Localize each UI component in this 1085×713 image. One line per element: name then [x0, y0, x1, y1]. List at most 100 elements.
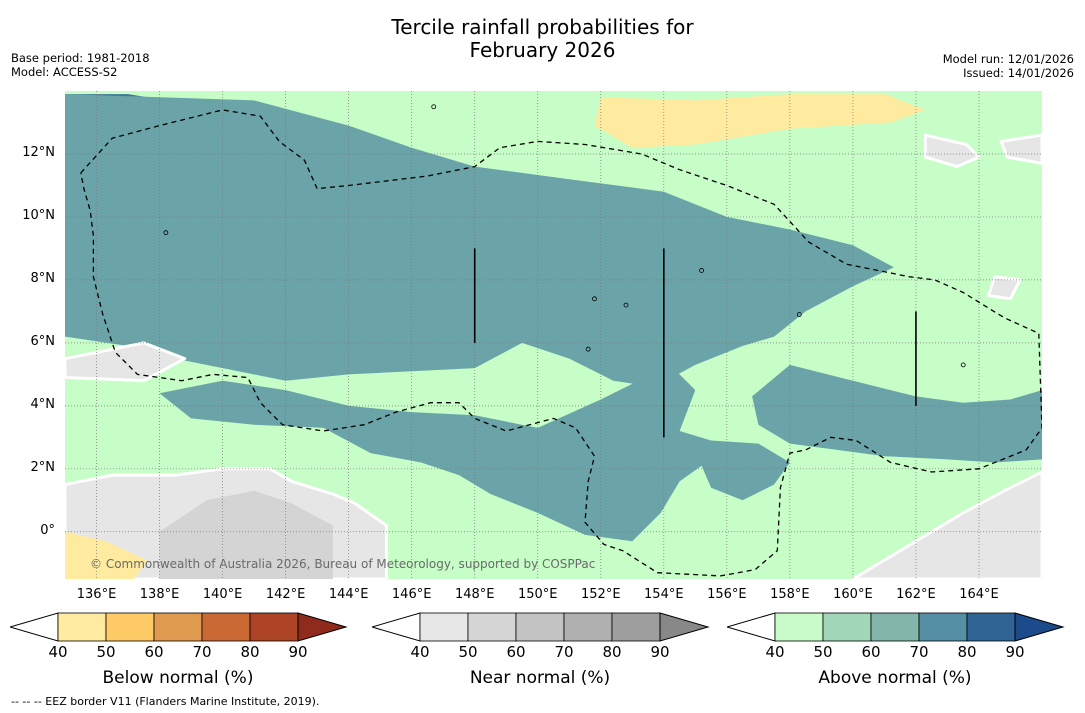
island-3: [592, 296, 597, 302]
model-name: Model: ACCESS-S2: [11, 65, 118, 79]
colorbar-0-cell-3: [201, 612, 251, 642]
meta-right: Model run: 12/01/2026 Issued: 14/01/2026: [943, 52, 1074, 80]
colorbar-1-cell-2: [515, 612, 565, 642]
colorbar-1-tick-40: 40: [410, 643, 430, 661]
colorbar-1-tick-50: 50: [458, 643, 478, 661]
colorbar-1-label: Near normal (%): [469, 668, 611, 688]
colorbar-1-tick-90: 90: [650, 643, 670, 661]
xtick-label-142: 142°E: [265, 587, 306, 602]
colorbar-2-cell-0: [774, 612, 824, 642]
colorbar-2-label: Above normal (%): [818, 668, 972, 688]
eez-border: [80, 109, 1042, 577]
colorbar-1: [372, 612, 710, 642]
island-1: [163, 230, 169, 236]
xtick-label-146: 146°E: [391, 587, 432, 602]
xtick-label-148: 148°E: [454, 587, 495, 602]
xtick-label-136: 136°E: [76, 587, 117, 602]
ytick-label-6: 6°N: [30, 333, 56, 349]
island-4: [623, 302, 629, 308]
region-above-70-3: [65, 94, 894, 387]
colorbar-2-under: [727, 612, 776, 642]
colorbar-0-tick-50: 50: [96, 643, 116, 661]
xtick-label-138: 138°E: [139, 587, 180, 602]
eez-line-0: [80, 109, 1042, 577]
colorbar-0-tick-80: 80: [240, 643, 260, 661]
xtick-label-152: 152°E: [581, 587, 621, 602]
issued-date: Issued: 14/01/2026: [963, 66, 1074, 80]
colorbar-1-tick-60: 60: [506, 643, 526, 661]
meta-left: Base period: 1981-2018 Model: ACCESS-S2: [11, 51, 150, 79]
island-0: [431, 104, 437, 110]
colorbar-1-under: [372, 612, 421, 642]
colorbar-0-cell-1: [105, 612, 155, 642]
base-period: Base period: 1981-2018: [11, 51, 150, 65]
colorbar-0: [10, 612, 348, 642]
colorbar-0-over: [297, 612, 348, 642]
colorbar-2-tick-60: 60: [861, 643, 881, 661]
xtick-label-158: 158°E: [770, 587, 810, 602]
xtick-label-154: 154°E: [644, 587, 684, 602]
colorbar-0-tick-60: 60: [144, 643, 164, 661]
region-normal-40-12: [986, 275, 1022, 301]
colorbar-1-cell-4: [611, 612, 661, 642]
copyright-notice: © Commonwealth of Australia 2026, Bureau…: [90, 557, 596, 571]
colorbar-2-tick-40: 40: [765, 643, 785, 661]
island-7: [585, 346, 591, 352]
colorbar-0-cell-0: [57, 612, 107, 642]
colorbar-1-over: [659, 612, 710, 642]
colorbar-2-cell-2: [870, 612, 920, 642]
xtick-label-144: 144°E: [328, 587, 369, 602]
island-6: [960, 362, 966, 368]
colorbar-0-label: Below normal (%): [102, 668, 254, 688]
graticule: [65, 91, 1042, 579]
ytick-label-12: 12°N: [22, 144, 55, 160]
region-normal-50-7: [159, 490, 333, 579]
colorbar-2-cell-3: [918, 612, 968, 642]
ytick-label-10: 10°N: [22, 207, 55, 223]
colorbar-2-over: [1014, 612, 1065, 642]
colorbar-2-tick-90: 90: [1005, 643, 1025, 661]
region-normal-40-10: [923, 133, 981, 169]
xtick-label-150: 150°E: [517, 587, 558, 602]
colorbar-1-cell-1: [467, 612, 517, 642]
model-run: Model run: 12/01/2026: [942, 52, 1074, 66]
colorbar-0-under: [10, 612, 59, 642]
colorbar-0-tick-90: 90: [288, 643, 308, 661]
ytick-label-4: 4°N: [30, 396, 56, 412]
colorbar-2-tick-50: 50: [813, 643, 833, 661]
ytick-label-2: 2°N: [30, 459, 56, 475]
colorbar-0-cell-2: [153, 612, 203, 642]
colorbar-2-tick-70: 70: [909, 643, 929, 661]
colorbar-0-tick-70: 70: [192, 643, 212, 661]
colorbar-1-cell-3: [563, 612, 613, 642]
xtick-label-156: 156°E: [707, 587, 747, 602]
probability-regions: [65, 94, 1042, 579]
region-below-50-13: [594, 94, 926, 148]
region-normal-40-11: [999, 133, 1042, 165]
xtick-label-162: 162°E: [896, 587, 936, 602]
chart-title-line1: Tercile rainfall probabilities for: [391, 15, 694, 39]
colorbar-0-tick-40: 40: [48, 643, 68, 661]
xtick-label-160: 160°E: [833, 587, 873, 602]
colorbar-0-cell-4: [249, 612, 299, 642]
ytick-label-0: 0°: [40, 522, 55, 538]
colorbar-2-tick-80: 80: [957, 643, 977, 661]
xtick-label-140: 140°E: [202, 587, 243, 602]
island-2: [699, 268, 705, 273]
xtick-label-164: 164°E: [959, 587, 999, 602]
island-5: [796, 312, 802, 317]
colorbar-2-cell-1: [822, 612, 872, 642]
colorbar-1-cell-0: [419, 612, 469, 642]
map-plot: [65, 91, 1042, 579]
colorbar-1-tick-80: 80: [602, 643, 622, 661]
region-above-70-5: [752, 364, 1042, 463]
vertical-markers: [473, 248, 917, 438]
region-below-50-14: [65, 531, 147, 579]
colorbar-2: [727, 612, 1065, 642]
colorbar-2-cell-4: [966, 612, 1016, 642]
colorbar-1-tick-70: 70: [554, 643, 574, 661]
eez-footnote: -- -- -- EEZ border V11 (Flanders Marine…: [11, 695, 320, 708]
chart-title-line2: February 2026: [469, 38, 616, 62]
ytick-label-8: 8°N: [30, 270, 56, 286]
islands: [163, 104, 966, 368]
